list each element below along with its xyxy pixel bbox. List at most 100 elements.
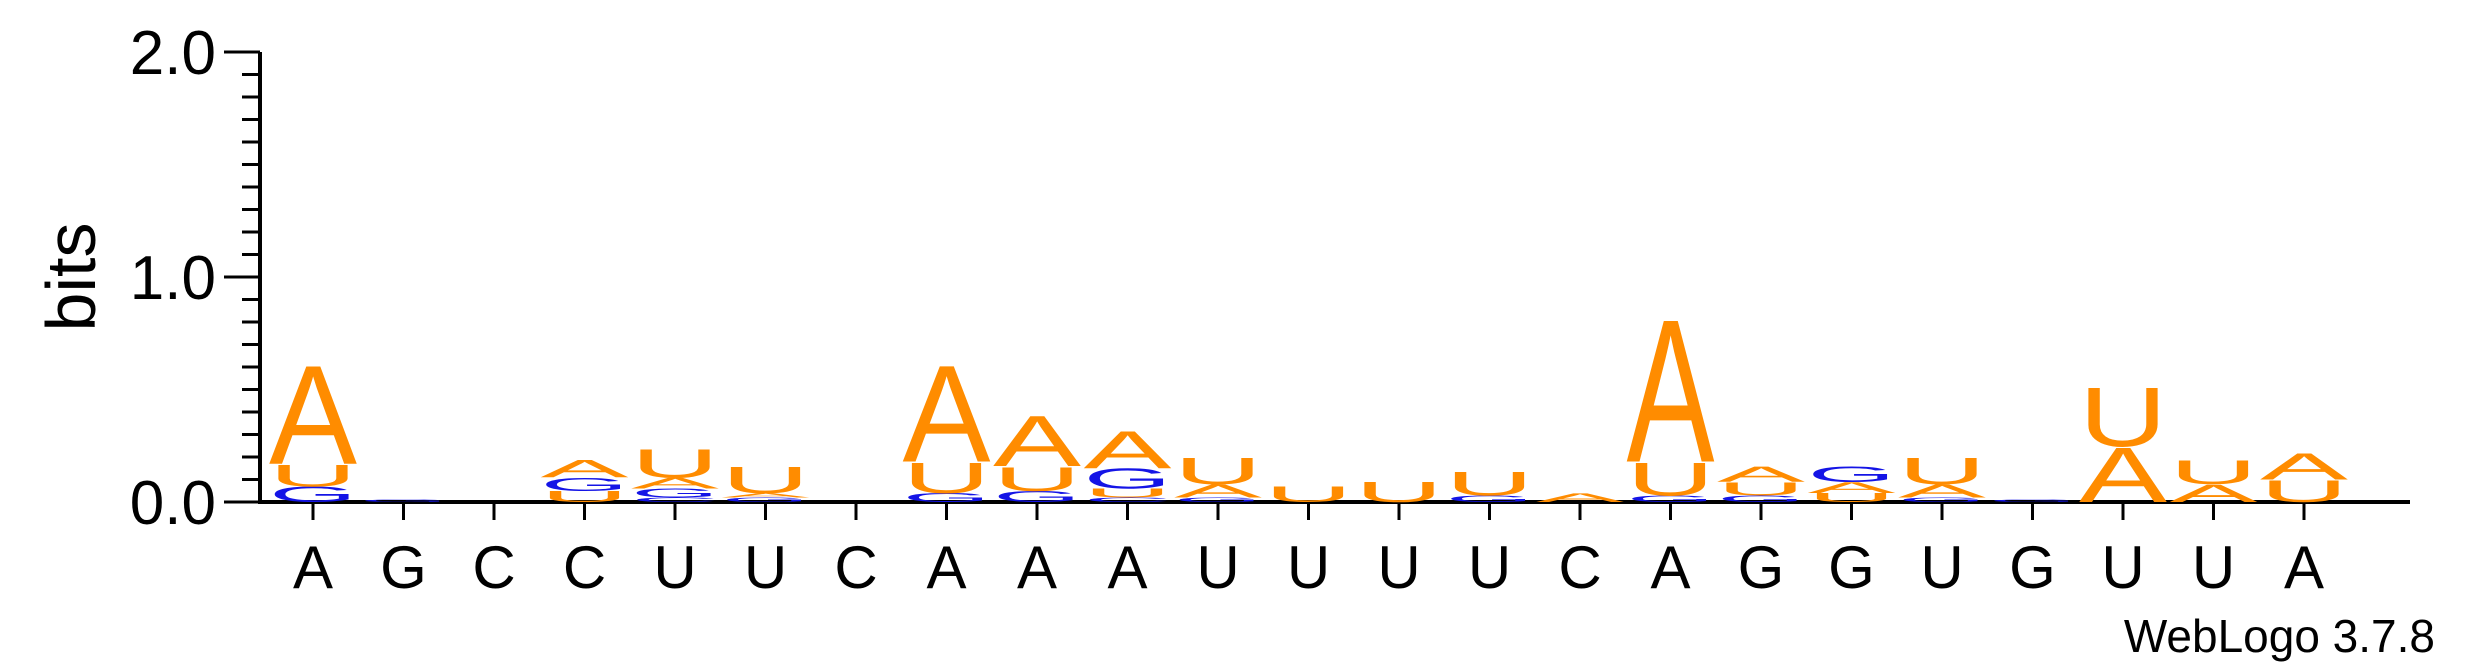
logo-letter-glyph: A <box>2260 446 2349 488</box>
logo-letter-A: A <box>1627 277 1715 506</box>
logo-letter-glyph: G <box>541 474 629 495</box>
logo-letter-glyph: G <box>1446 494 1534 504</box>
logo-letter-glyph: A <box>1627 277 1715 506</box>
logo-letter-glyph: G <box>1989 499 2077 503</box>
logo-letter-glyph: A <box>541 455 630 483</box>
logo-letter-glyph: A <box>269 336 357 494</box>
logo-letter-glyph: U <box>903 454 991 503</box>
logo-letter-U: U <box>1265 482 1353 507</box>
logo-letter-G: G <box>631 486 719 500</box>
logo-letter-glyph: A <box>1084 420 1173 480</box>
logo-letter-glyph: A <box>2170 480 2259 508</box>
logo-letter-glyph: A <box>1717 462 1806 487</box>
x-tick-label: U <box>1377 534 1420 601</box>
logo-letter-G: G <box>1084 463 1172 495</box>
x-tick-label: U <box>1196 534 1239 601</box>
logo-letter-glyph: A <box>722 492 811 499</box>
logo-letter-A: A <box>269 336 357 494</box>
logo-letter-glyph: U <box>2260 474 2348 509</box>
logo-letter-U: U <box>631 441 719 486</box>
logo-letter-glyph: G <box>722 496 810 503</box>
logo-letter-glyph: A <box>1898 481 1986 502</box>
logo-letter-glyph: G <box>1627 494 1715 504</box>
logo-letter-A: A <box>2079 432 2167 519</box>
logo-letter-glyph: U <box>1898 451 1986 493</box>
logo-letter-glyph: G <box>269 482 357 507</box>
logo-letter-glyph: G <box>1717 494 1805 504</box>
logo-letter-U: U <box>541 488 629 506</box>
x-tick-label: C <box>563 534 606 601</box>
logo-letter-glyph: U <box>541 488 629 506</box>
x-tick-label: G <box>2009 534 2056 601</box>
logo-letter-glyph: U <box>722 460 810 502</box>
logo-letter-glyph: U <box>2079 369 2167 464</box>
logo-letter-U: U <box>1717 478 1805 499</box>
logo-letter-U: U <box>1446 464 1534 503</box>
logo-letter-U: U <box>1355 476 1443 508</box>
logo-letter-A: A <box>1717 462 1806 487</box>
x-tick-label: U <box>2192 534 2235 601</box>
logo-letter-G: G <box>1627 494 1715 504</box>
logo-letter-C: C <box>631 496 719 503</box>
logo-letter-A: A <box>2260 446 2349 488</box>
logo-letter-G: G <box>1898 496 1986 503</box>
x-tick-label: A <box>1017 534 1057 601</box>
logo-letter-glyph: U <box>1355 476 1443 508</box>
logo-letter-glyph: A <box>631 474 719 492</box>
logo-letter-glyph: C <box>631 496 719 503</box>
logo-letter-A: A <box>631 474 719 492</box>
x-tick-label: G <box>1828 534 1875 601</box>
y-tick-label: 0.0 <box>130 469 216 538</box>
logo-letter-glyph: G <box>1808 462 1896 487</box>
logo-letter-A: A <box>903 337 992 492</box>
logo-letter-glyph: A <box>1808 479 1896 497</box>
x-tick-label: U <box>1468 534 1511 601</box>
logo-letter-G: G <box>360 499 448 503</box>
logo-letter-A: A <box>993 401 1082 481</box>
logo-letter-glyph: U <box>1808 491 1896 505</box>
logo-letter-glyph: A <box>1174 481 1262 502</box>
logo-letter-U: U <box>1808 491 1896 505</box>
logo-letter-glyph: U <box>993 459 1081 498</box>
weblogo-version-label: WebLogo 3.7.8 <box>2124 610 2435 662</box>
logo-letter-glyph: A <box>993 401 1082 481</box>
x-tick-label: C <box>472 534 515 601</box>
logo-letter-glyph: A <box>903 337 992 492</box>
logo-letter-glyph: U <box>1174 451 1262 493</box>
logo-letter-glyph: G <box>1084 463 1172 495</box>
x-tick-label: G <box>1738 534 1785 601</box>
x-tick-label: U <box>2101 534 2144 601</box>
x-tick-label: A <box>2284 534 2324 601</box>
logo-letter-A: A <box>1808 479 1896 497</box>
logo-letter-glyph: G <box>631 486 719 500</box>
y-axis-label: bits <box>32 223 110 332</box>
logo-letter-G: G <box>541 474 629 495</box>
logo-letter-U: U <box>1627 452 1715 505</box>
x-tick-label: U <box>1920 534 1963 601</box>
logo-letter-glyph: U <box>1717 478 1805 499</box>
logo-letter-glyph: U <box>1627 452 1715 505</box>
logo-letter-U: U <box>993 459 1081 498</box>
logo-letter-G: G <box>269 482 357 507</box>
logo-letter-glyph: U <box>1446 464 1534 503</box>
logo-letter-U: U <box>2170 453 2258 492</box>
logo-letter-glyph: G <box>993 488 1081 506</box>
x-tick-label: A <box>1107 534 1147 601</box>
logo-letter-A: A <box>722 492 811 499</box>
logo-letter-A: A <box>1174 481 1262 502</box>
logo-letter-glyph: U <box>1084 486 1172 500</box>
logo-letter-G: G <box>1717 494 1805 504</box>
logo-letter-G: G <box>722 496 810 503</box>
logo-letter-U: U <box>1084 486 1172 500</box>
x-tick-label: G <box>380 534 427 601</box>
logo-letter-glyph: G <box>360 499 448 503</box>
y-ticks: 0.0 1.0 2.0 <box>130 19 260 538</box>
x-tick-label: C <box>1558 534 1601 601</box>
y-tick-label: 1.0 <box>130 244 216 313</box>
logo-letter-U: U <box>269 458 357 493</box>
logo-letter-U: U <box>722 460 810 502</box>
logo-letter-U: U <box>2260 474 2348 509</box>
